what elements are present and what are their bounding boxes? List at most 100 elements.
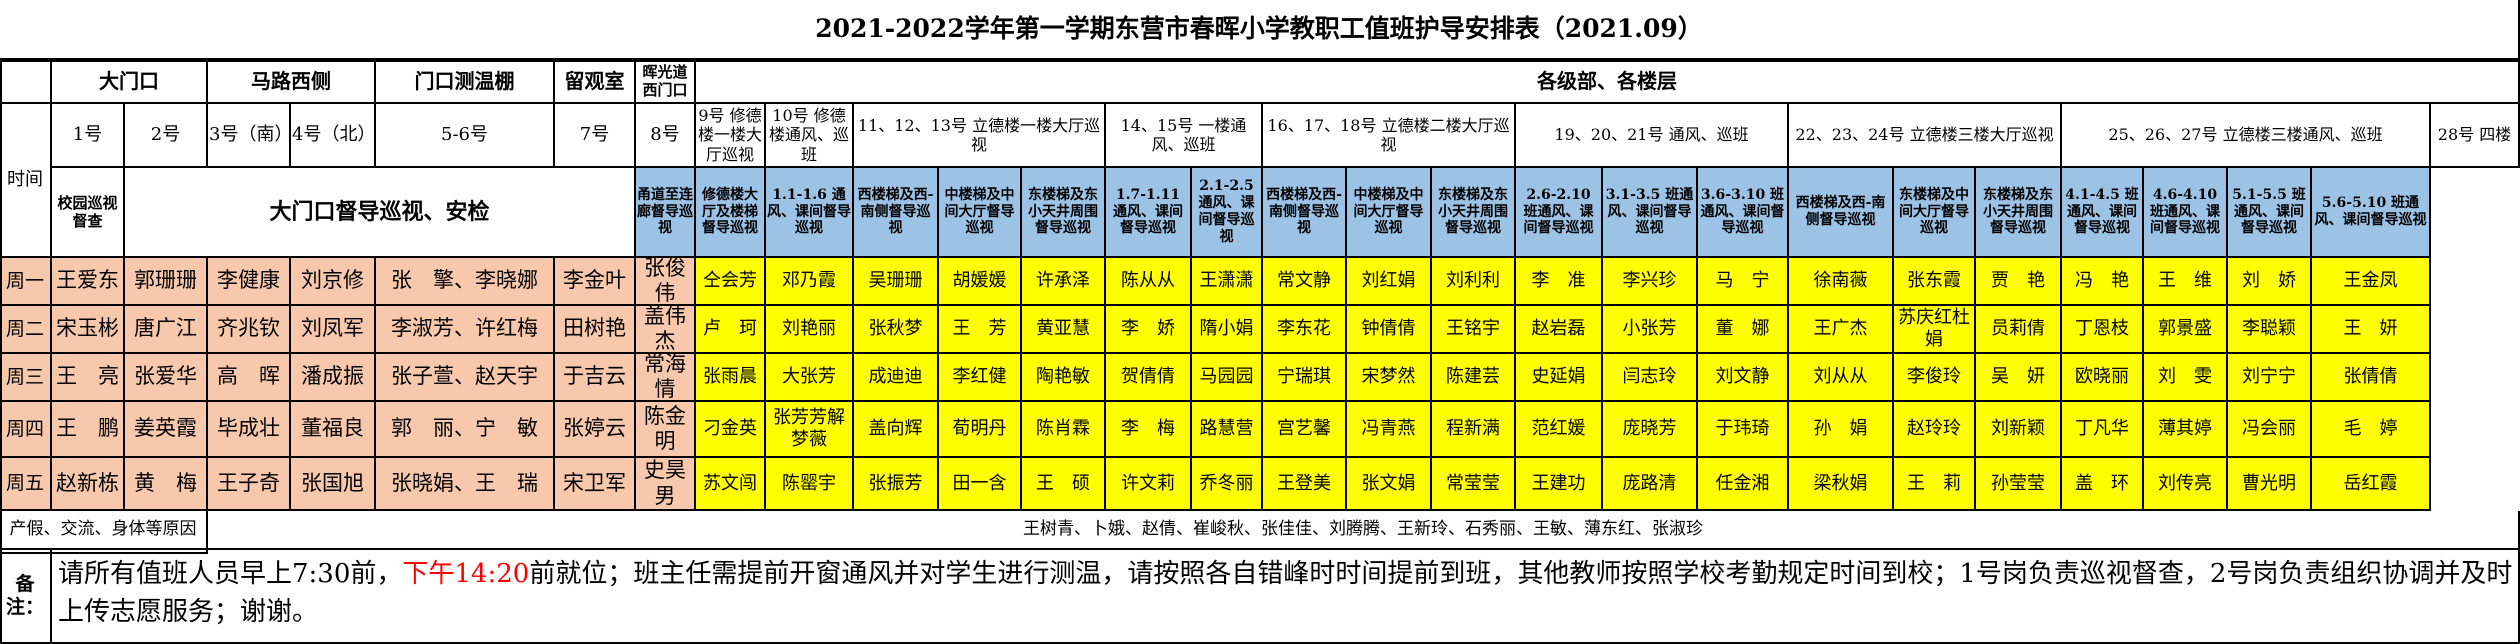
duty-name: 李 娇 (1106, 306, 1192, 354)
duty-item: 中楼梯及中间大厅督导巡视 (1347, 168, 1432, 258)
duty-item: 西楼梯及西-南侧督导巡视 (1789, 168, 1894, 258)
duty-name: 王金凤 (2312, 258, 2431, 306)
leave-names: 王树青、卜娥、赵倩、崔峻秋、张佳佳、刘腾腾、王新玲、石秀丽、王敏、薄东红、张淑珍 (208, 511, 2520, 550)
duty-name: 李俊玲 (1894, 354, 1976, 402)
duty-item: 东楼梯及东小天井周围督导巡视 (1022, 168, 1106, 258)
duty-name: 姜英霞 (125, 402, 208, 458)
duty-name: 陶艳敏 (1022, 354, 1106, 402)
floor-post-header: 22、23、24号 立德楼三楼大厅巡视 (1789, 104, 2062, 168)
group-header: 马路西侧 (208, 60, 376, 104)
duty-item: 2.6-2.10 班通风、课间督导巡视 (1516, 168, 1603, 258)
duty-name: 梁秋娟 (1789, 458, 1894, 511)
duty-name: 冯会丽 (2228, 402, 2312, 458)
duty-name: 卢 珂 (696, 306, 766, 354)
duty-name: 李金叶 (555, 258, 636, 306)
duty-name: 于玮琦 (1698, 402, 1789, 458)
duty-name: 钟倩倩 (1347, 306, 1432, 354)
duty-name: 岳红霞 (2312, 458, 2431, 511)
duty-name: 苏文闯 (696, 458, 766, 511)
duty-name: 马园园 (1192, 354, 1263, 402)
duty-name: 李 梅 (1106, 402, 1192, 458)
duty-name: 史延娟 (1516, 354, 1603, 402)
floor-post-header: 28号 四楼 (2431, 104, 2520, 168)
duty-name: 李东花 (1263, 306, 1347, 354)
floor-post-header: 25、26、27号 立德楼三楼通风、巡班 (2062, 104, 2431, 168)
day-label: 周四 (0, 402, 52, 458)
duty-name: 徐南薇 (1789, 258, 1894, 306)
duty-name: 常文静 (1263, 258, 1347, 306)
table-cell (0, 550, 208, 554)
duty-name: 李红健 (939, 354, 1022, 402)
duty-name: 黄亚慧 (1022, 306, 1106, 354)
duty-name: 张婷云 (555, 402, 636, 458)
duty-name: 常莹莹 (1432, 458, 1516, 511)
duty-name: 张倩倩 (2312, 354, 2431, 402)
duty-name: 刘红娟 (1347, 258, 1432, 306)
duty-name: 隋小娟 (1192, 306, 1263, 354)
duty-post1: 校园巡视督查 (52, 168, 125, 258)
floor-post-header: 11、12、13号 立德楼一楼大厅巡视 (854, 104, 1106, 168)
duty-name: 盖 环 (2062, 458, 2144, 511)
duty-name: 王 鹏 (52, 402, 125, 458)
duty-name: 宋玉彬 (52, 306, 125, 354)
duty-name: 齐兆钦 (208, 306, 291, 354)
duty-name: 张东霞 (1894, 258, 1976, 306)
duty-name: 郭 丽、宁 敏 (376, 402, 555, 458)
duty-name: 刘艳丽 (766, 306, 854, 354)
duty-name: 李 准 (1516, 258, 1603, 306)
duty-name: 田树艳 (555, 306, 636, 354)
duty-name: 张爱华 (125, 354, 208, 402)
duty-name: 于吉云 (555, 354, 636, 402)
duty-name: 苏庆红杜娟 (1894, 306, 1976, 354)
duty-name: 庞路清 (1603, 458, 1698, 511)
duty-name: 王 芳 (939, 306, 1022, 354)
duty-name: 王 硕 (1022, 458, 1106, 511)
duty-name: 张国旭 (291, 458, 376, 511)
note-label: 备注： (0, 550, 52, 644)
duty-name: 仝会芳 (696, 258, 766, 306)
duty-name: 宫艺馨 (1263, 402, 1347, 458)
duty-name: 李聪颖 (2228, 306, 2312, 354)
post-header: 1号 (52, 104, 125, 168)
duty-name: 成迪迪 (854, 354, 939, 402)
duty-name: 马 宁 (1698, 258, 1789, 306)
post-header: 4号（北） (291, 104, 376, 168)
duty-item: 2.1-2.5 通风、课间督导巡视 (1192, 168, 1263, 258)
duty-name: 高 晖 (208, 354, 291, 402)
duty-name: 赵岩磊 (1516, 306, 1603, 354)
duty-name: 田一含 (939, 458, 1022, 511)
duty-name: 董 娜 (1698, 306, 1789, 354)
duty-name: 范红媛 (1516, 402, 1603, 458)
duty-name: 王登美 (1263, 458, 1347, 511)
duty-name: 史昊男 (636, 458, 696, 511)
duty-name: 丁恩枝 (2062, 306, 2144, 354)
duty-name: 宋卫军 (555, 458, 636, 511)
duty-name: 赵新栋 (52, 458, 125, 511)
duty-item: 5.6-5.10 班通风、课间督导巡视 (2312, 168, 2431, 258)
duty-name: 陈从从 (1106, 258, 1192, 306)
floor-post-header: 9号 修德楼一楼大厅巡视 (696, 104, 766, 168)
duty-name: 盖伟杰 (636, 306, 696, 354)
duty-name: 王潇潇 (1192, 258, 1263, 306)
duty-name: 吴珊珊 (854, 258, 939, 306)
duty-name: 王铭宇 (1432, 306, 1516, 354)
duty-name: 盖向辉 (854, 402, 939, 458)
duty-name: 大张芳 (766, 354, 854, 402)
duty-item: 5.1-5.5 班通风、课间督导巡视 (2228, 168, 2312, 258)
duty-item: 修德楼大厅及楼梯督导巡视 (696, 168, 766, 258)
group-header: 留观室 (555, 60, 636, 104)
duty-name: 郭景盛 (2144, 306, 2228, 354)
duty-name: 吴 妍 (1976, 354, 2062, 402)
note-text: 请所有值班人员早上7:30前，下午14:20前就位；班主任需提前开窗通风并对学生… (52, 550, 2520, 644)
duty-item: 3.6-3.10 班通风、课间督导巡视 (1698, 168, 1789, 258)
duty-name: 贺倩倩 (1106, 354, 1192, 402)
floor-post-header: 16、17、18号 立德楼二楼大厅巡视 (1263, 104, 1516, 168)
floor-post-header: 14、15号 一楼通风、巡班 (1106, 104, 1263, 168)
day-label: 周一 (0, 258, 52, 306)
duty-name: 张秋梦 (854, 306, 939, 354)
time-label: 时间 (0, 104, 52, 258)
duty-item: 1.7-1.11 通风、课间督导巡视 (1106, 168, 1192, 258)
duty-name: 陈罂宇 (766, 458, 854, 511)
duty-name: 王 维 (2144, 258, 2228, 306)
duty-item: 1.1-1.6 通风、课间督导巡视 (766, 168, 854, 258)
